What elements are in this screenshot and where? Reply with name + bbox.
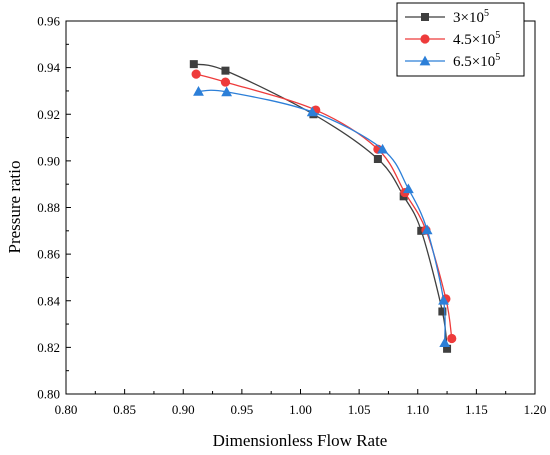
x-tick-label: 0.90 <box>172 402 195 417</box>
y-axis: 0.80 0.82 0.84 0.86 0.88 0.90 0.92 0.94 0.96 <box>37 14 71 402</box>
x-tick-label: 1.05 <box>348 402 371 417</box>
legend-item: 3×105 <box>405 8 489 26</box>
data-point-triangle <box>306 106 318 117</box>
plot-frame <box>65 20 536 395</box>
x-axis: 0.80 0.85 0.90 0.95 1.00 1.05 1.10 1.15 1.20 <box>55 389 547 417</box>
data-point-triangle <box>438 294 449 305</box>
y-tick-label: 0.94 <box>37 60 60 75</box>
y-tick-label: 0.96 <box>37 14 60 29</box>
legend: 3×105 4.5×105 6.5×105 <box>396 2 525 77</box>
data-point-circle <box>447 333 457 344</box>
x-tick-label: 0.95 <box>231 402 254 417</box>
x-axis-title: Dimensionless Flow Rate <box>213 431 388 450</box>
series-square <box>189 60 452 353</box>
legend-item: 4.5×105 <box>405 30 500 48</box>
data-point-square <box>373 155 382 164</box>
data-point-square <box>189 60 198 69</box>
series-line <box>193 63 448 349</box>
y-tick-label: 0.88 <box>37 200 60 215</box>
data-point-triangle <box>439 337 451 348</box>
y-tick-label: 0.86 <box>37 247 60 262</box>
data-point-square <box>443 344 452 353</box>
y-tick-label: 0.90 <box>37 153 60 168</box>
data-point-triangle <box>421 224 433 235</box>
x-tick-label: 1.10 <box>406 402 429 417</box>
x-tick-label: 0.80 <box>55 402 78 417</box>
data-point-triangle <box>221 86 233 97</box>
series-circle <box>191 69 457 344</box>
legend-label: 6.5×105 <box>453 52 500 70</box>
y-axis-title: Pressure ratio <box>5 160 24 253</box>
legend-marker-triangle <box>419 55 431 66</box>
data-point-circle <box>191 69 201 79</box>
x-tick-label: 0.85 <box>113 402 136 417</box>
x-tick-label: 1.15 <box>465 402 488 417</box>
legend-box <box>396 2 525 77</box>
legend-label: 4.5×105 <box>453 30 500 48</box>
series-triangle <box>193 86 451 348</box>
data-point-triangle <box>377 143 388 154</box>
x-tick-label: 1.00 <box>289 402 312 417</box>
data-point-square <box>438 307 447 316</box>
series-line <box>195 73 453 339</box>
legend-label: 3×105 <box>453 8 489 26</box>
legend-marker-circle <box>420 34 430 44</box>
series-layer <box>189 60 457 353</box>
data-point-circle <box>220 77 231 87</box>
y-tick-label: 0.80 <box>37 387 60 402</box>
x-tick-label: 1.20 <box>524 402 547 417</box>
data-point-triangle <box>402 183 414 194</box>
legend-marker-square <box>421 13 429 21</box>
y-tick-label: 0.82 <box>37 340 60 355</box>
series-line <box>198 89 446 343</box>
y-tick-label: 0.92 <box>37 107 60 122</box>
data-point-square <box>221 66 230 75</box>
data-point-triangle <box>193 86 204 96</box>
legend-item: 6.5×105 <box>405 52 500 70</box>
y-tick-label: 0.84 <box>37 293 60 308</box>
data-point-square <box>417 226 426 235</box>
